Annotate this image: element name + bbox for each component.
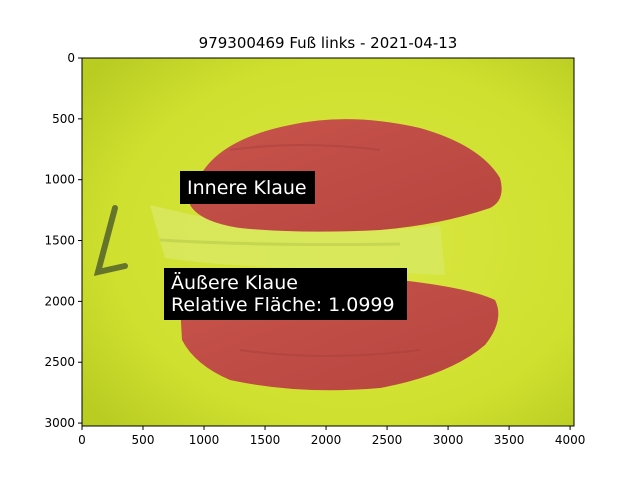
y-tick-label: 1500: [44, 234, 75, 248]
y-axis: 0 500 1000 1500 2000 2500 3000: [44, 51, 82, 430]
x-tick-label: 3500: [494, 433, 525, 447]
axes-frame: [81, 57, 575, 427]
x-tick-label: 2500: [372, 433, 403, 447]
x-tick-label: 1000: [189, 433, 220, 447]
annotation-outer-claw: Äußere Klaue Relative Fläche: 1.0999: [164, 268, 407, 320]
y-tick-label: 2500: [44, 355, 75, 369]
x-tick-label: 2000: [311, 433, 342, 447]
x-tick-label: 1500: [250, 433, 281, 447]
y-tick-label: 500: [52, 112, 75, 126]
y-tick-label: 2000: [44, 294, 75, 308]
y-tick-label: 0: [67, 51, 75, 65]
hoof-photo: [82, 58, 574, 426]
annotation-outer-claw-label: Äußere Klaue: [171, 271, 298, 294]
chart-title: 979300469 Fuß links - 2021-04-13: [199, 34, 458, 52]
x-tick-label: 4000: [555, 433, 586, 447]
x-tick-label: 500: [132, 433, 155, 447]
y-tick-label: 1000: [44, 173, 75, 187]
x-tick-label: 3000: [433, 433, 464, 447]
annotation-inner-claw-label: Innere Klaue: [187, 177, 307, 199]
x-axis: 0 500 1000 1500 2000 2500 3000 3500 4000: [78, 426, 585, 447]
x-tick-label: 0: [78, 433, 86, 447]
y-tick-label: 3000: [44, 416, 75, 430]
annotation-relative-area-label: Relative Fläche: 1.0999: [171, 294, 395, 316]
annotation-inner-claw: Innere Klaue: [180, 171, 315, 204]
